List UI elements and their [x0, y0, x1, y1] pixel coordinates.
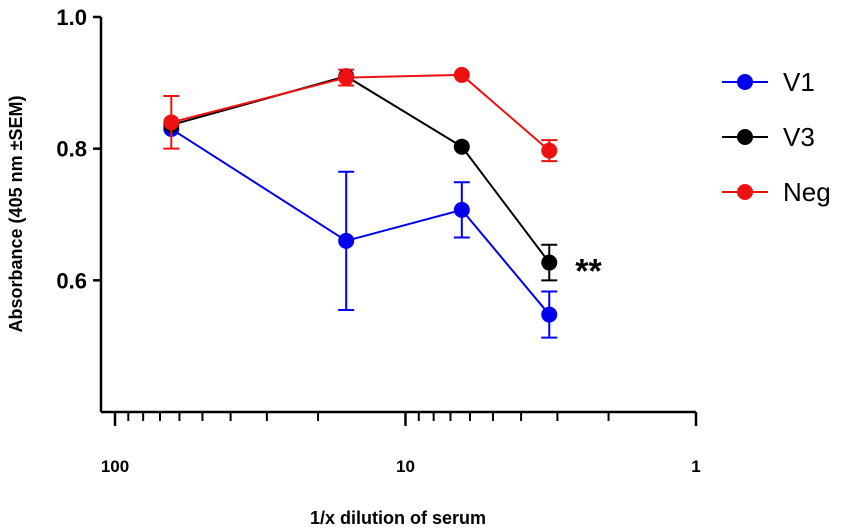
- axes: 0.6 0.8 1.0 100 10 1: [56, 5, 700, 476]
- legend-item-v3: V3: [722, 122, 815, 152]
- y-tick-label: 0.6: [56, 268, 87, 293]
- data-point: [541, 142, 558, 159]
- series-neg: [163, 66, 558, 163]
- legend-marker: [737, 184, 753, 200]
- x-tick-label: 100: [101, 457, 129, 476]
- legend-label: V3: [783, 122, 815, 152]
- data-point: [338, 232, 355, 249]
- x-ticks: 100 10 1: [101, 412, 701, 476]
- legend-item-neg: Neg: [722, 177, 831, 207]
- legend-label: Neg: [783, 177, 831, 207]
- series-line-v1: [170, 128, 551, 316]
- series-line-v3: [171, 75, 551, 264]
- y-axis-title: Absorbance (405 nm ±SEM): [6, 96, 26, 333]
- series-v3: [163, 68, 558, 282]
- data-point: [453, 66, 470, 83]
- y-tick-label: 0.8: [56, 137, 87, 162]
- data-point: [541, 306, 558, 323]
- x-tick-label: 10: [396, 457, 415, 476]
- legend-item-v1: V1: [722, 67, 815, 97]
- legend: V1 V3 Neg: [722, 67, 831, 207]
- data-point: [338, 69, 355, 86]
- series-v1: [163, 120, 558, 339]
- significance-annotation: **: [575, 253, 602, 291]
- y-ticks: 0.6 0.8 1.0: [56, 5, 101, 293]
- series-line-neg: [171, 73, 550, 152]
- data-point: [453, 201, 470, 218]
- x-tick-label: 1: [691, 457, 700, 476]
- legend-label: V1: [783, 67, 815, 97]
- data-point: [453, 138, 470, 155]
- legend-marker: [737, 129, 753, 145]
- series-layer: [163, 66, 558, 339]
- x-axis-title: 1/x dilution of serum: [310, 508, 486, 528]
- y-tick-label: 1.0: [56, 5, 87, 30]
- data-point: [163, 114, 180, 131]
- legend-marker: [737, 74, 753, 90]
- data-point: [541, 254, 558, 271]
